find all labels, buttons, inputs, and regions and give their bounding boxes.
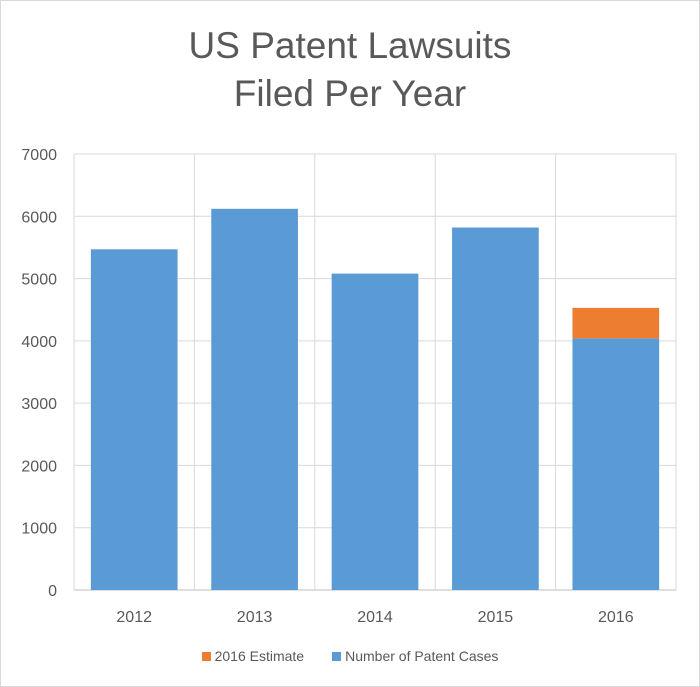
legend-item-1: 2016 Estimate: [201, 648, 305, 664]
y-tick-label-1: 1000: [21, 521, 57, 538]
bar-2014-series-0: [331, 273, 419, 590]
legend-label-0: Number of Patent Cases: [345, 648, 499, 664]
y-tick-label-0: 0: [48, 583, 57, 600]
y-tick-label-6: 6000: [21, 209, 57, 226]
bar-2016-series-1: [572, 307, 660, 339]
chart-title-line-2: Filed Per Year: [233, 73, 467, 114]
y-tick-label-4: 4000: [21, 334, 57, 351]
x-tick-label-2: 2014: [357, 609, 393, 626]
y-tick-label-2: 2000: [21, 458, 57, 475]
y-tick-label-5: 5000: [21, 272, 57, 289]
x-tick-label-1: 2013: [237, 609, 273, 626]
chart-title: US Patent Lawsuits Filed Per Year: [0, 22, 700, 118]
legend-swatch-0: [332, 652, 342, 661]
chart-title-line-1: US Patent Lawsuits: [188, 25, 512, 66]
bar-2016-series-0: [572, 338, 660, 590]
legend-label-1: 2016 Estimate: [214, 648, 305, 664]
bar-2012-series-0: [90, 249, 178, 590]
chart-legend: 2016 Estimate Number of Patent Cases: [0, 648, 700, 664]
legend-swatch-1: [201, 652, 211, 661]
y-tick-label-3: 3000: [21, 396, 57, 413]
bar-2013-series-0: [211, 208, 298, 590]
x-tick-label-4: 2016: [598, 609, 634, 626]
bar-2015-series-0: [452, 227, 539, 591]
legend-item-0: Number of Patent Cases: [332, 648, 498, 664]
x-tick-label-0: 2012: [116, 609, 152, 626]
x-tick-label-3: 2015: [478, 609, 514, 626]
y-tick-label-7: 7000: [21, 147, 57, 164]
